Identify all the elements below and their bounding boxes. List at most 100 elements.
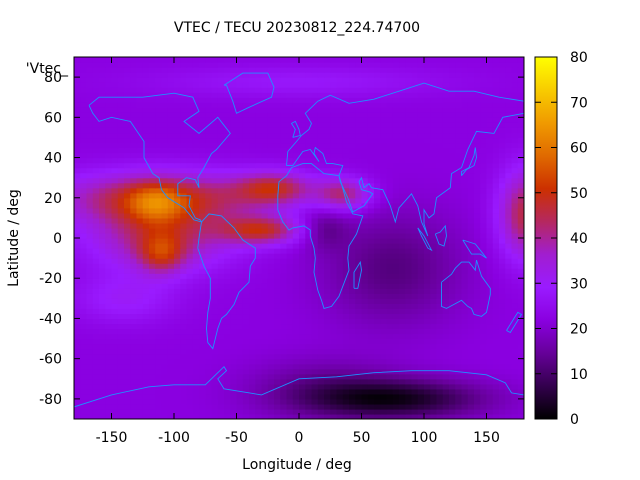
heat-cell [405,77,413,83]
heat-cell [430,77,438,83]
heat-cell [480,172,488,179]
heat-cell [374,263,381,269]
heat-cell [405,107,413,113]
heat-cell [167,308,175,315]
heat-cell [249,177,256,184]
heat-cell [111,87,119,93]
heat-cell [492,313,500,320]
heat-cell [286,92,294,98]
heat-cell [480,388,488,395]
heat-cell [149,187,156,194]
heat-cell [80,232,88,239]
heat-cell [424,353,431,360]
heat-cell [86,172,94,179]
heat-cell [317,393,325,400]
heat-cell [392,137,400,144]
heat-cell [399,192,406,199]
heat-cell [205,348,213,355]
heat-cell [461,152,469,159]
heat-cell [367,232,375,239]
heat-cell [317,232,325,239]
heat-cell [461,162,469,169]
heat-cell [124,343,131,350]
heat-cell [417,333,425,340]
heat-cell [467,253,475,259]
heat-cell [349,353,356,360]
heat-cell [499,248,506,254]
heat-cell [267,288,275,294]
heat-cell [230,127,238,134]
heat-cell [486,338,494,345]
heat-cell [286,358,294,365]
heat-cell [230,388,238,395]
heat-cell [449,348,456,355]
heat-cell [230,142,238,149]
heat-cell [411,253,419,259]
heat-cell [305,197,313,204]
heat-cell [161,187,169,194]
heat-cell [249,348,256,355]
heat-cell [361,348,369,355]
heat-cell [499,157,506,164]
heat-cell [461,147,469,154]
heat-cell [342,187,350,194]
heat-cell [392,197,400,204]
heat-cell [242,212,250,219]
heat-cell [224,253,231,259]
heat-cell [161,142,169,149]
heat-cell [224,112,231,118]
heat-cell [411,373,419,380]
heat-cell [511,72,519,78]
heat-cell [474,162,481,169]
heat-cell [205,167,213,174]
heat-cell [467,227,475,234]
heat-cell [355,403,363,410]
heat-cell [292,238,300,244]
heat-cell [124,192,131,199]
heat-cell [492,303,500,309]
heat-cell [136,117,144,123]
heat-cell [274,152,281,159]
heat-cell [399,383,406,390]
heat-cell [399,172,406,179]
heat-cell [317,378,325,385]
heat-cell [299,227,306,234]
heat-cell [149,77,156,83]
heat-cell [480,127,488,134]
heat-cell [86,87,94,93]
heat-cell [230,348,238,355]
heat-cell [380,238,388,244]
heat-cell [142,92,150,98]
heat-cell [267,147,275,154]
heat-cell [317,102,325,108]
heat-cell [336,358,344,365]
heat-cell [136,232,144,239]
heat-cell [299,273,306,279]
heat-cell [505,278,513,284]
heat-cell [199,202,206,209]
heat-cell [192,303,200,309]
heat-cell [374,303,381,309]
heat-cell [199,92,206,98]
heat-cell [374,353,381,360]
heat-cell [236,122,244,128]
heat-cell [174,298,181,304]
heat-cell [267,318,275,325]
heat-cell [111,172,119,179]
heat-cell [130,248,138,254]
heat-cell [180,197,188,204]
heat-cell [242,368,250,375]
heat-cell [230,288,238,294]
heat-cell [505,202,513,209]
heat-cell [449,408,456,415]
heat-cell [324,343,331,350]
heat-cell [349,403,356,410]
heat-cell [86,197,94,204]
heat-cell [74,303,81,309]
heat-cell [217,97,225,103]
heat-cell [149,263,156,269]
heat-cell [230,202,238,209]
heat-cell [430,197,438,204]
heat-cell [199,323,206,330]
heat-cell [180,313,188,320]
